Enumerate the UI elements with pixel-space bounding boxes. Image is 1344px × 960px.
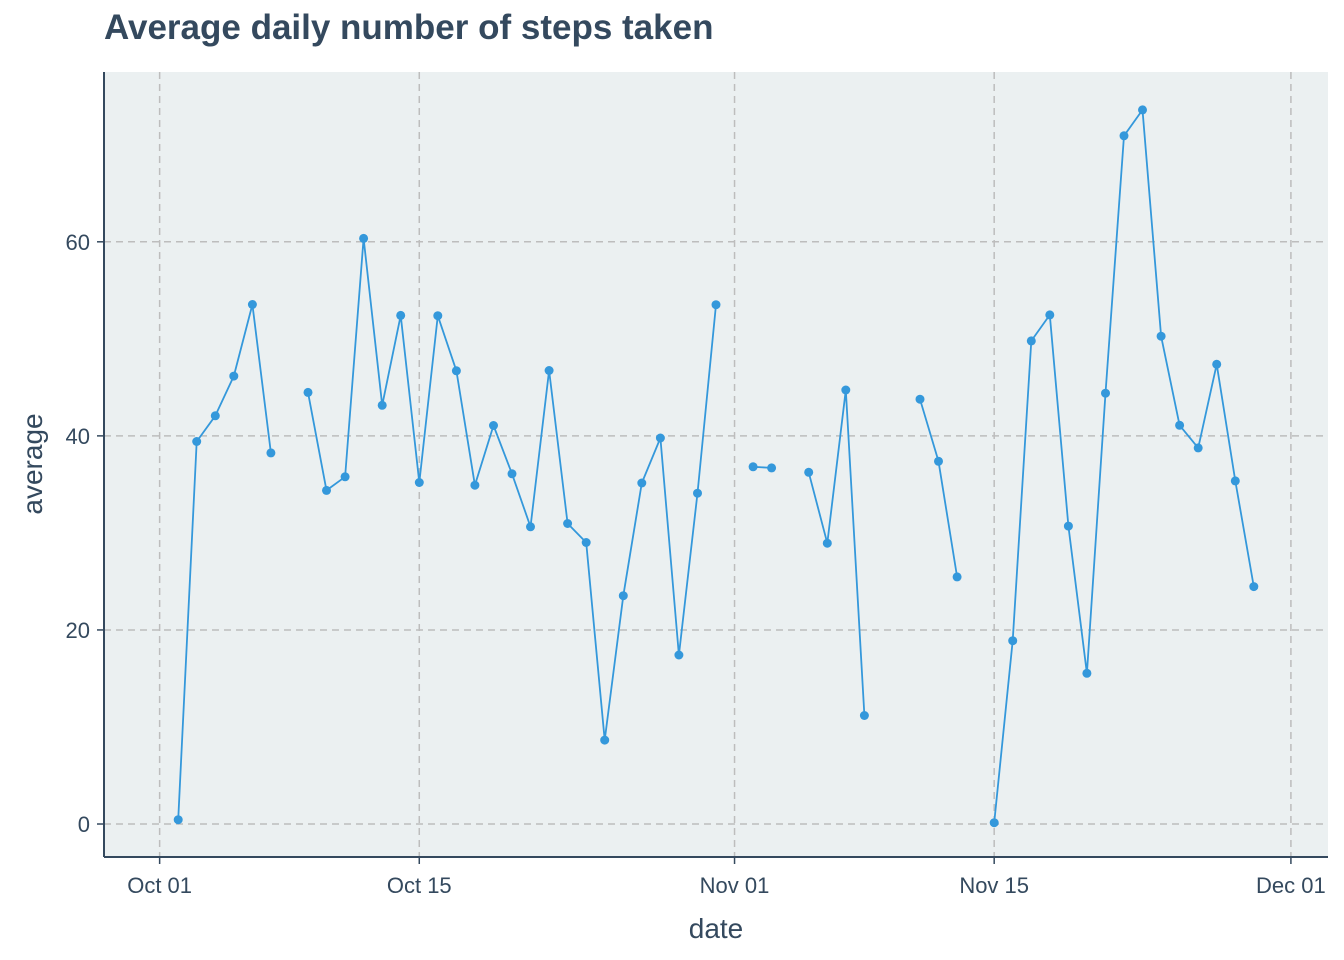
data-point (229, 371, 239, 381)
series-line-segment (807, 389, 866, 716)
data-point (340, 472, 350, 482)
data-point (451, 366, 461, 376)
data-point (1101, 388, 1110, 398)
series-line-segment (177, 303, 272, 820)
data-point (563, 519, 573, 528)
data-point (600, 735, 610, 745)
data-point (396, 310, 406, 320)
data-point (1008, 636, 1018, 646)
data-point (1138, 105, 1147, 115)
data-point (433, 311, 443, 321)
data-point (748, 462, 758, 472)
x-tick-label: Dec 01 (1256, 873, 1326, 898)
data-point (1193, 443, 1203, 453)
data-point (859, 711, 869, 720)
data-point (247, 300, 257, 309)
data-point (1230, 476, 1240, 486)
data-point (470, 480, 480, 490)
x-axis-title: date (689, 913, 744, 944)
data-point (377, 400, 387, 410)
series-points (173, 105, 1259, 828)
data-point (192, 437, 202, 446)
data-point (711, 300, 721, 310)
y-tick-label: 40 (66, 424, 90, 449)
data-point (266, 448, 276, 458)
data-point (1175, 420, 1185, 430)
data-point (915, 394, 925, 404)
data-point (581, 538, 591, 547)
data-point (359, 233, 369, 243)
data-point (952, 572, 962, 582)
data-point (1212, 359, 1222, 369)
data-point (526, 522, 535, 532)
y-axis-title: average (17, 413, 48, 514)
data-point (618, 591, 628, 601)
data-point (822, 538, 832, 548)
x-axis-ticks: Oct 01 Oct 15 Nov 01 Nov 15 Dec 01 (127, 857, 1326, 898)
data-point (489, 421, 498, 430)
data-point (1045, 310, 1055, 320)
data-point (507, 469, 517, 479)
data-point (303, 387, 313, 397)
data-point (1249, 582, 1259, 592)
data-point (674, 650, 684, 660)
data-point (1119, 131, 1129, 141)
data-point (414, 478, 424, 487)
data-point (544, 366, 554, 375)
data-point (841, 385, 851, 395)
data-point (637, 478, 647, 488)
data-point (693, 488, 702, 498)
x-tick-label: Nov 01 (700, 873, 770, 898)
data-point (804, 467, 814, 477)
data-point (173, 815, 183, 825)
data-point (655, 433, 665, 443)
y-axis-ticks: 0 20 40 60 (66, 230, 104, 837)
data-point (210, 411, 220, 421)
data-point (767, 463, 777, 473)
data-point (1026, 336, 1036, 346)
y-tick-label: 60 (66, 230, 90, 255)
x-tick-label: Nov 15 (959, 873, 1029, 898)
x-tick-label: Oct 01 (127, 873, 192, 898)
chart-title: Average daily number of steps taken (104, 8, 714, 47)
data-point (934, 456, 943, 466)
y-tick-label: 20 (66, 618, 90, 643)
y-tick-label: 0 (78, 812, 90, 837)
plot-panel (104, 72, 1328, 857)
data-point (989, 818, 999, 828)
x-tick-label: Oct 15 (387, 873, 452, 898)
gridlines (104, 72, 1328, 857)
data-point (322, 485, 331, 495)
data-point (1063, 521, 1073, 531)
data-point (1082, 668, 1092, 678)
data-point (1156, 331, 1166, 341)
